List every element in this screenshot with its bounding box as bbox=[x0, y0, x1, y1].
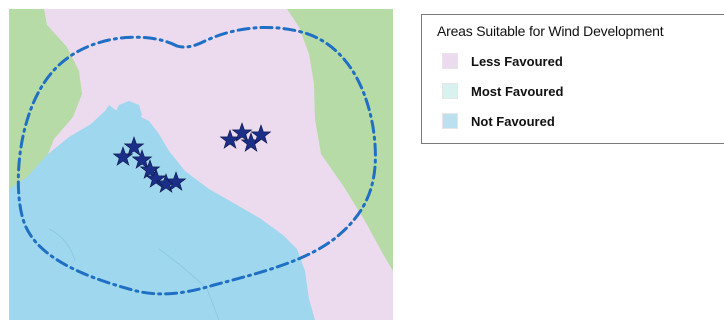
legend-swatch bbox=[442, 83, 458, 99]
study-area-boundary bbox=[16, 25, 377, 296]
legend-title: Areas Suitable for Wind Development bbox=[437, 23, 664, 39]
legend-item-less-favoured: Less Favoured bbox=[442, 52, 563, 70]
turbine-star-icon bbox=[123, 136, 145, 156]
turbine-star-icon bbox=[145, 168, 167, 188]
turbine-star-icon bbox=[250, 124, 272, 144]
lake-area bbox=[115, 101, 142, 125]
legend-item-most-favoured: Most Favoured bbox=[442, 82, 563, 100]
turbine-star-icon bbox=[231, 122, 253, 142]
map[interactable] bbox=[9, 9, 393, 320]
green-area-right bbox=[287, 9, 393, 271]
terrain-line bbox=[158, 248, 220, 320]
legend-swatch bbox=[442, 53, 458, 69]
legend-label: Less Favoured bbox=[471, 53, 563, 69]
legend-item-not-favoured: Not Favoured bbox=[442, 112, 555, 130]
turbine-star-icon bbox=[131, 149, 153, 169]
map-svg bbox=[9, 9, 393, 320]
not-favoured-area bbox=[9, 105, 315, 320]
turbine-cluster-east bbox=[219, 122, 272, 152]
legend-label: Not Favoured bbox=[471, 113, 555, 129]
turbine-star-icon bbox=[165, 171, 187, 191]
legend-swatch bbox=[442, 113, 458, 129]
legend: Areas Suitable for Wind Development Less… bbox=[421, 14, 724, 144]
turbine-star-icon bbox=[139, 159, 161, 179]
terrain-line bbox=[48, 228, 76, 262]
legend-label: Most Favoured bbox=[471, 83, 564, 99]
turbine-cluster-west bbox=[112, 136, 187, 193]
